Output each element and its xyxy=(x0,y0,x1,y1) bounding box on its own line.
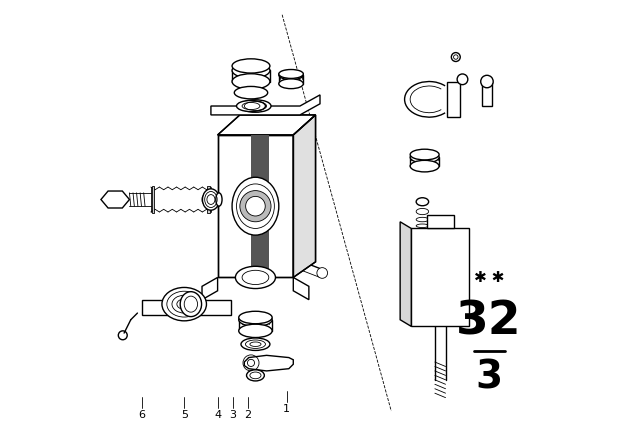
Ellipse shape xyxy=(416,224,429,228)
Bar xyxy=(207,186,210,213)
Ellipse shape xyxy=(279,69,303,78)
Polygon shape xyxy=(218,135,293,277)
Ellipse shape xyxy=(279,79,303,89)
Ellipse shape xyxy=(246,370,264,381)
Text: 2: 2 xyxy=(244,409,252,420)
Polygon shape xyxy=(400,222,412,327)
Ellipse shape xyxy=(416,198,429,206)
Text: 1: 1 xyxy=(283,404,290,414)
Ellipse shape xyxy=(279,70,303,80)
Ellipse shape xyxy=(232,74,270,89)
Polygon shape xyxy=(251,135,269,277)
Ellipse shape xyxy=(241,338,270,350)
Circle shape xyxy=(294,109,298,112)
Text: 6: 6 xyxy=(138,409,145,420)
Text: 3: 3 xyxy=(476,358,503,396)
Ellipse shape xyxy=(239,324,272,337)
Ellipse shape xyxy=(410,160,439,172)
Ellipse shape xyxy=(162,288,207,321)
Circle shape xyxy=(432,269,448,285)
Text: 4: 4 xyxy=(214,409,221,420)
Polygon shape xyxy=(202,277,218,300)
Ellipse shape xyxy=(236,266,275,289)
Ellipse shape xyxy=(416,217,429,222)
Ellipse shape xyxy=(232,63,270,78)
Circle shape xyxy=(246,196,265,216)
Ellipse shape xyxy=(232,177,279,235)
Polygon shape xyxy=(447,82,460,117)
Ellipse shape xyxy=(410,149,439,160)
Ellipse shape xyxy=(216,193,222,206)
Polygon shape xyxy=(244,355,293,371)
Ellipse shape xyxy=(180,292,202,317)
Circle shape xyxy=(427,264,454,291)
Circle shape xyxy=(214,109,217,112)
Circle shape xyxy=(240,190,271,222)
Ellipse shape xyxy=(234,86,268,99)
Circle shape xyxy=(451,52,460,61)
Ellipse shape xyxy=(239,311,272,324)
Polygon shape xyxy=(211,95,320,115)
Polygon shape xyxy=(412,228,469,327)
Ellipse shape xyxy=(416,208,429,215)
Ellipse shape xyxy=(237,100,266,112)
Circle shape xyxy=(457,74,468,85)
Ellipse shape xyxy=(410,151,439,163)
Polygon shape xyxy=(293,115,316,277)
Circle shape xyxy=(481,75,493,88)
Ellipse shape xyxy=(240,100,271,112)
Ellipse shape xyxy=(239,313,272,327)
Text: 5: 5 xyxy=(180,409,188,420)
Text: ✱ ✱: ✱ ✱ xyxy=(474,270,504,285)
Polygon shape xyxy=(293,277,309,300)
Circle shape xyxy=(317,267,328,278)
Polygon shape xyxy=(218,115,316,135)
Polygon shape xyxy=(427,215,454,228)
Ellipse shape xyxy=(202,189,220,210)
Bar xyxy=(152,186,154,213)
Polygon shape xyxy=(142,300,231,315)
Text: 32: 32 xyxy=(456,299,522,345)
Polygon shape xyxy=(101,191,129,208)
Ellipse shape xyxy=(232,59,270,73)
Bar xyxy=(482,82,492,106)
Text: 3: 3 xyxy=(230,409,237,420)
